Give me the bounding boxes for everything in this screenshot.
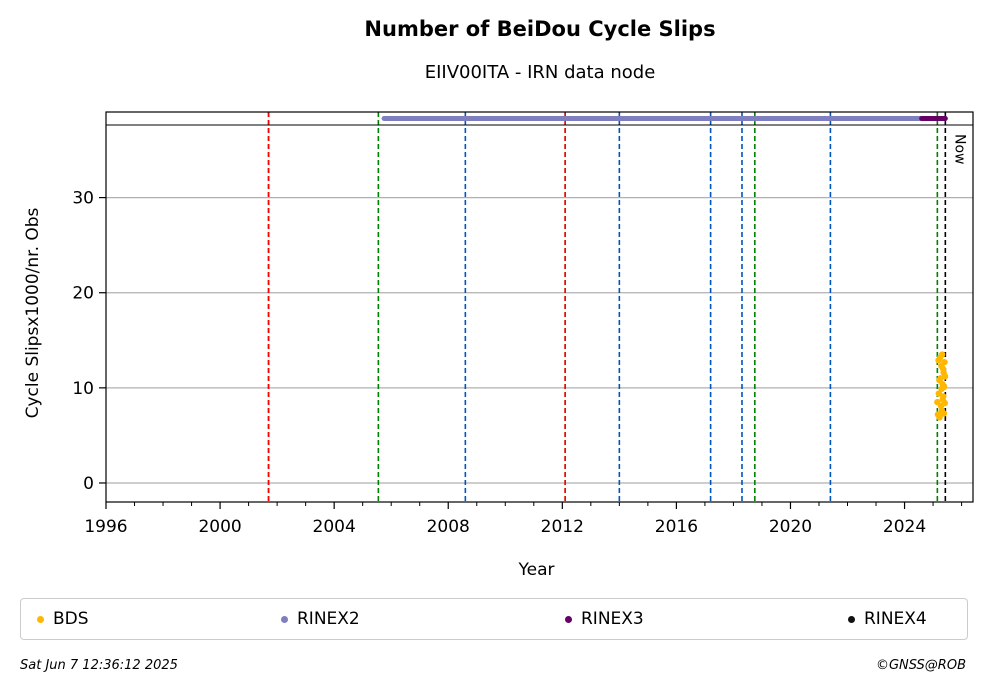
x-tick-label-2016: 2016 [655,517,698,537]
legend-marker-rinex4 [848,615,855,623]
legend-label-bds: BDS [53,609,89,629]
x-tick-label-2024: 2024 [883,517,926,537]
bds-point [940,393,947,400]
x-tick-label-1996: 1996 [84,517,127,537]
chart-canvas: Now 1996 2000 2004 2008 2012 2016 2020 2024 0 10 20… [23,111,974,580]
y-tick-label-10: 10 [72,379,94,399]
footer-timestamp: Sat Jun 7 12:36:12 2025 [20,658,178,673]
x-tick-label-2020: 2020 [769,517,812,537]
y-tick-label-0: 0 [83,474,94,494]
y-tick-label-30: 30 [72,189,94,209]
y-tick-label-20: 20 [72,284,94,304]
bds-point [936,414,943,421]
now-label: Now [951,134,967,165]
bds-point [938,351,946,358]
legend: BDS RINEX2 RINEX3 RINEX4 [20,598,968,640]
legend-marker-bds [37,615,44,623]
x-tick-label-2000: 2000 [198,517,241,537]
y-axis-label: Cycle Slipsx1000/nr. Obs [23,207,43,418]
plot-frame [105,111,974,503]
legend-label-rinex4: RINEX4 [864,609,927,629]
x-tick-label-2008: 2008 [427,517,470,537]
x-tick-label-2012: 2012 [541,517,584,537]
legend-marker-rinex2 [281,615,288,623]
legend-label-rinex2: RINEX2 [297,609,360,629]
bds-point [940,383,948,391]
legend-item-rinex2: RINEX2 [281,608,360,630]
footer-copyright: ©GNSS@ROB [875,658,966,673]
x-axis-label: Year [518,560,555,580]
chart-title: Number of BeiDou Cycle Slips [364,17,716,41]
legend-label-rinex3: RINEX3 [581,609,644,629]
legend-item-bds: BDS [37,608,89,630]
legend-marker-rinex3 [565,615,572,623]
legend-item-rinex3: RINEX3 [565,608,644,630]
chart-subtitle: EIIV00ITA - IRN data node [424,62,656,83]
bds-point [941,373,949,380]
bds-point [941,399,948,407]
x-tick-label-2004: 2004 [313,517,356,537]
bds-point [940,410,948,417]
legend-item-rinex4: RINEX4 [848,608,927,630]
bds-point [941,358,948,366]
bds-point [935,390,942,397]
